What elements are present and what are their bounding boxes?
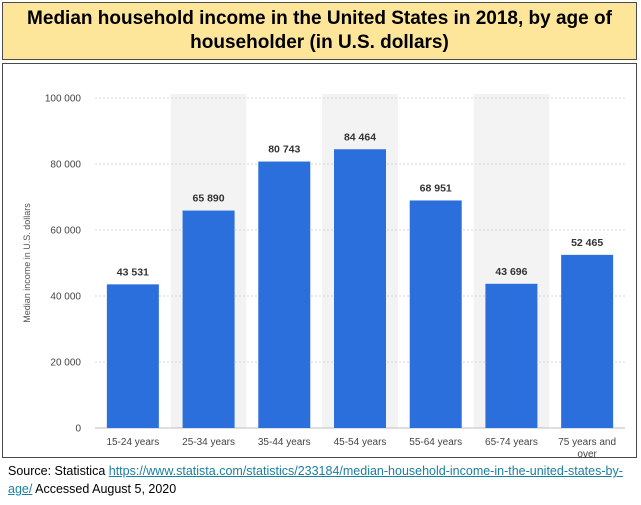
y-tick-label: 40 000	[50, 292, 81, 303]
bar	[409, 200, 462, 428]
source-prefix: Source: Statistica	[8, 464, 109, 478]
bar-chart: 0 20 000 40 000 60 000 80 000 100 000 Median i…	[22, 94, 625, 457]
bar-value-label: 80 743	[268, 144, 300, 156]
bar	[334, 149, 386, 428]
y-tick-label: 20 000	[50, 358, 81, 369]
x-tick-label: 65-74 years	[485, 437, 538, 448]
y-tick-label: 0	[75, 424, 81, 435]
source-suffix: Accessed August 5, 2020	[32, 482, 177, 496]
x-tick-label: 15-24 years	[106, 437, 159, 448]
bar-value-label: 84 464	[344, 131, 376, 143]
y-tick-label: 100 000	[45, 94, 82, 105]
y-tick-label: 80 000	[50, 160, 81, 171]
bar-value-label: 52 465	[571, 237, 603, 249]
bar-value-label: 43 696	[495, 266, 527, 278]
chart-frame: 0 20 000 40 000 60 000 80 000 100 000 Median i…	[2, 63, 637, 458]
bar	[561, 254, 614, 428]
bar	[485, 283, 538, 428]
source-line: Source: Statistica https://www.statista.…	[8, 462, 633, 498]
x-tick-label: 35-44 years	[258, 437, 311, 448]
y-tick-label: 60 000	[50, 226, 81, 237]
bar	[182, 210, 235, 428]
bar-value-label: 65 890	[193, 193, 225, 205]
bar-value-label: 43 531	[117, 266, 149, 278]
y-axis-label: Median income in U.S. dollars	[22, 203, 32, 323]
title-box: Median household income in the United St…	[2, 2, 637, 60]
bar-value-label: 68 951	[420, 182, 452, 194]
x-tick-label: 25-34 years	[182, 437, 235, 448]
source-link[interactable]: https://www.statista.com/statistics/2331…	[8, 464, 623, 496]
x-tick-label: 75 years and over	[558, 437, 616, 457]
bar	[258, 161, 311, 428]
x-tick-label: 45-54 years	[334, 437, 387, 448]
x-tick-label: 55-64 years	[409, 437, 462, 448]
bar	[106, 284, 159, 428]
chart-title: Median household income in the United St…	[27, 8, 612, 53]
